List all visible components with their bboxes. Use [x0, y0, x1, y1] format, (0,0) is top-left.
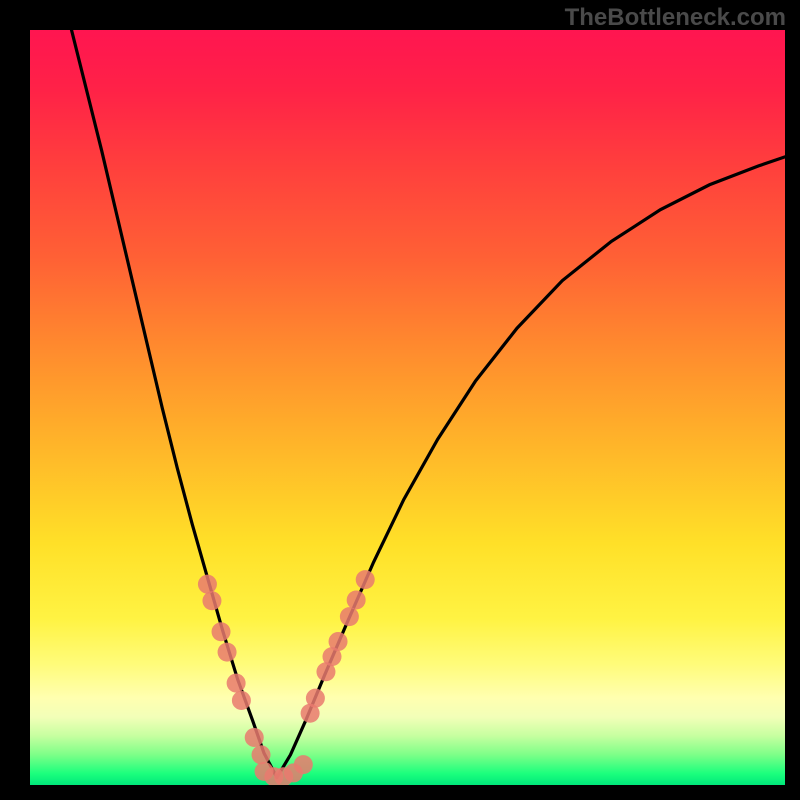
data-marker [347, 591, 366, 610]
data-marker [218, 643, 237, 662]
data-marker [245, 728, 264, 747]
data-marker [294, 755, 313, 774]
data-marker [340, 607, 359, 626]
watermark-text: TheBottleneck.com [565, 4, 786, 32]
data-marker [232, 691, 251, 710]
data-marker [198, 575, 217, 594]
data-marker [306, 689, 325, 708]
chart-stage: TheBottleneck.com [0, 0, 800, 800]
data-marker [252, 745, 271, 764]
chart-svg [30, 30, 785, 785]
curve-left-branch [72, 30, 277, 777]
data-markers [198, 570, 375, 785]
data-marker [202, 591, 221, 610]
data-marker [227, 674, 246, 693]
data-marker [212, 622, 231, 641]
plot-area [30, 30, 785, 785]
data-marker [329, 632, 348, 651]
curve-right-branch [277, 157, 785, 778]
data-marker [356, 570, 375, 589]
